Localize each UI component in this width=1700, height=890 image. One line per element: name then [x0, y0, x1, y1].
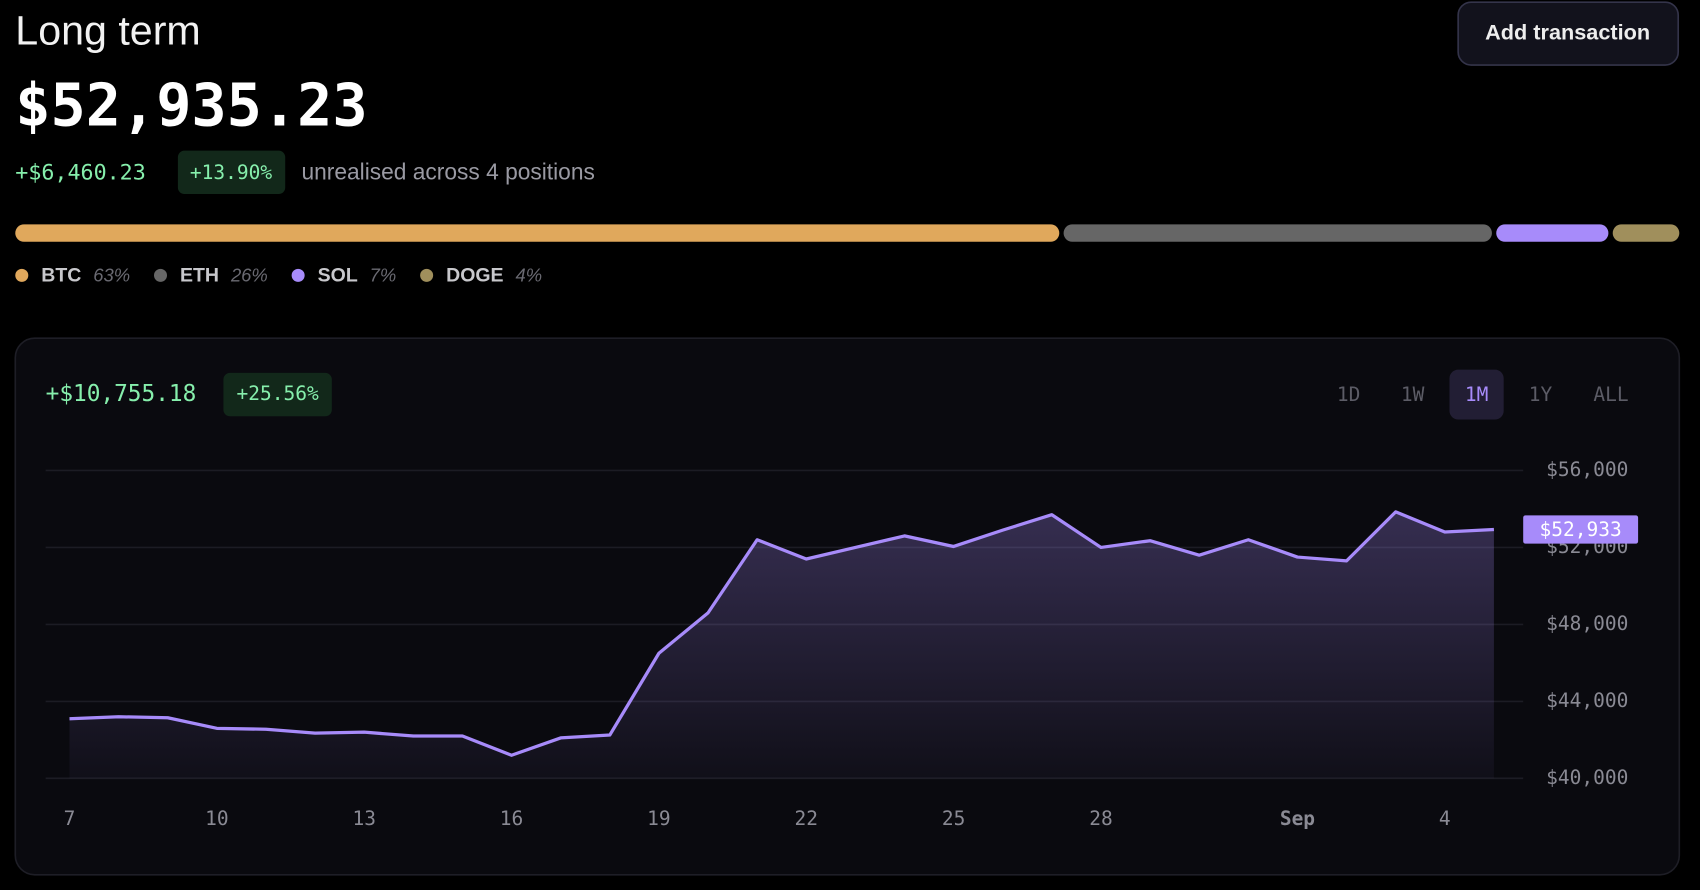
legend-name: DOGE [446, 265, 503, 287]
x-tick-label: 25 [942, 807, 965, 830]
change-pct: +13.90% [190, 161, 272, 184]
range-button[interactable]: 1W [1401, 383, 1425, 406]
chart-change-pct: +25.56% [237, 382, 319, 405]
y-tick-label: $56,000 [1546, 458, 1628, 481]
x-tick-label: Sep [1280, 807, 1315, 830]
current-value-label: $52,933 [1540, 518, 1622, 541]
x-tick-label: 13 [352, 807, 375, 830]
x-tick-label: 4 [1439, 807, 1451, 830]
y-tick-label: $48,000 [1546, 612, 1628, 635]
allocation-segment [15, 224, 1060, 242]
chart-change-pill [223, 372, 332, 417]
x-tick-label: 10 [205, 807, 228, 830]
current-value-bg [1523, 515, 1639, 544]
legend-dot [153, 268, 168, 282]
legend-name: SOL [318, 265, 358, 287]
add-transaction-button[interactable]: Add transaction [1457, 1, 1680, 66]
range-button[interactable]: ALL [1593, 383, 1628, 406]
total-value: $52,935.23 [15, 72, 367, 140]
chart-change: +$10,755.18 [46, 381, 197, 407]
x-tick-label: 19 [647, 807, 670, 830]
legend-dot [291, 268, 305, 282]
allocation: BTC 63% ETH 26% SOL 7% DOGE 4% [15, 224, 1680, 287]
x-tick-label: 22 [795, 807, 818, 830]
allocation-segment [1496, 224, 1609, 242]
area [69, 511, 1494, 779]
allocation-segment [1063, 224, 1492, 242]
legend-percent: 26% [230, 264, 268, 285]
legend-dot [15, 268, 29, 282]
y-tick-label: $40,000 [1546, 766, 1628, 789]
range-button[interactable]: 1D [1337, 383, 1360, 406]
x-tick-label: 16 [500, 807, 523, 830]
legend-name: ETH [180, 265, 219, 287]
allocation-segment [1612, 224, 1680, 242]
line [69, 510, 1495, 757]
legend-name: BTC [41, 265, 81, 287]
note: unrealised across 4 positions [301, 158, 594, 184]
legend-dot [420, 268, 434, 282]
legend-percent: 63% [93, 264, 130, 285]
range-button[interactable]: 1M [1465, 383, 1488, 406]
button-label[interactable]: Add transaction [1485, 19, 1650, 44]
legend-percent: 4% [516, 264, 543, 285]
range-active-bg[interactable] [1449, 369, 1504, 420]
x-tick-label: 7 [64, 807, 76, 830]
x-tick-label: 28 [1089, 807, 1112, 830]
plot: 1D 1W 1M 1Y ALL$40,000$44,000$48,000$52,000$… [45, 369, 1639, 830]
range-button[interactable]: 1Y [1529, 383, 1553, 406]
legend-percent: 7% [370, 264, 397, 285]
change-pill [177, 150, 286, 195]
title: Long term [15, 7, 200, 53]
change: +$6,460.23 [15, 160, 145, 185]
y-tick-label: $44,000 [1546, 689, 1628, 712]
button-bg[interactable] [1457, 1, 1680, 66]
